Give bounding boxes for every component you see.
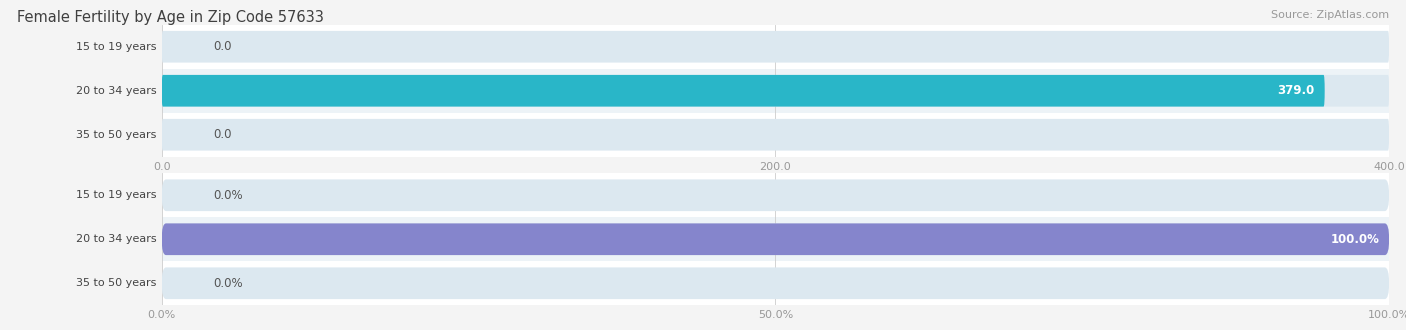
Text: 379.0: 379.0 (1278, 84, 1315, 97)
Bar (162, 261, 1389, 305)
Bar (162, 173, 1389, 217)
Bar (162, 217, 1389, 261)
Bar (162, 69, 1389, 113)
Text: 0.0%: 0.0% (214, 277, 243, 290)
Bar (162, 113, 1389, 157)
Text: 0.0: 0.0 (214, 40, 232, 53)
Bar (162, 25, 1389, 69)
FancyBboxPatch shape (162, 180, 1389, 211)
FancyBboxPatch shape (162, 267, 1389, 299)
FancyBboxPatch shape (162, 75, 1389, 107)
FancyBboxPatch shape (162, 75, 1324, 107)
Text: Female Fertility by Age in Zip Code 57633: Female Fertility by Age in Zip Code 5763… (17, 10, 323, 25)
FancyBboxPatch shape (162, 223, 1389, 255)
Text: Source: ZipAtlas.com: Source: ZipAtlas.com (1271, 10, 1389, 20)
FancyBboxPatch shape (162, 31, 1389, 63)
Text: 100.0%: 100.0% (1330, 233, 1379, 246)
FancyBboxPatch shape (162, 223, 1389, 255)
Text: 0.0%: 0.0% (214, 189, 243, 202)
Text: 0.0: 0.0 (214, 128, 232, 141)
FancyBboxPatch shape (162, 119, 1389, 150)
